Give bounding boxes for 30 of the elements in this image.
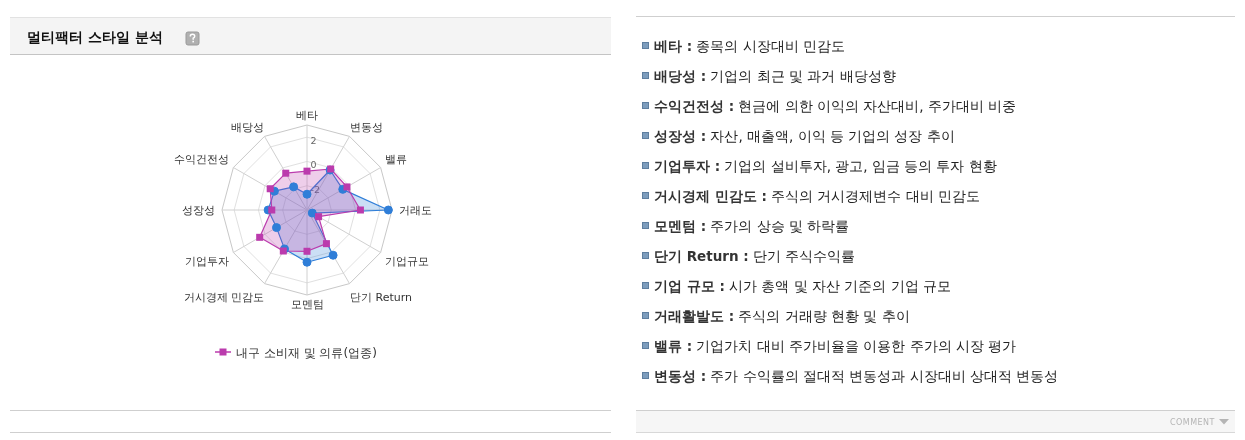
spoke-label: 변동성	[350, 121, 383, 134]
legend-label: 내구 소비재 및 의류(업종)	[236, 345, 377, 360]
spoke-label: 배당성	[231, 121, 264, 134]
spoke-label: 모멘텀	[290, 298, 324, 311]
text: 성장성 : 자산, 매출액, 이익 등 기업의 성장 추이	[654, 128, 955, 144]
text: 배당성 : 기업의 최근 및 과거 배당성향	[654, 68, 896, 84]
y-tick-label: -2	[310, 183, 320, 195]
spoke-label: 밸류	[385, 153, 407, 166]
y-tick-label: 2	[310, 135, 317, 147]
y-tick-label: 0	[310, 159, 317, 171]
spoke-label: 거래도	[399, 204, 432, 217]
text: 밸류 : 기업가치 대비 주가비율을 이용한 주가의 시장 평가	[654, 338, 1017, 354]
spoke-label: 수익건전성	[174, 153, 229, 166]
spoke-label: 거시경제 민감도	[183, 291, 264, 304]
spoke-label: 기업투자	[185, 255, 229, 268]
spoke-label: 성장성	[182, 204, 215, 217]
text: 거시경제 민감도 : 주식의 거시경제변수 대비 민감도	[654, 188, 980, 204]
spoke-label: 기업규모	[385, 255, 429, 268]
text: 수익건전성 : 현금에 의한 이익의 자산대비, 주가대비 비중	[654, 98, 1017, 114]
text: 기업 규모 : 시가 총액 및 자산 기준의 기업 규모	[654, 278, 951, 294]
text: 베타 : 종목의 시장대비 민감도	[654, 38, 845, 54]
text: 모멘텀 : 주가의 상승 및 하락률	[654, 218, 850, 234]
text: 거래활발도 : 주식의 거래량 현황 및 추이	[654, 308, 910, 324]
text: 변동성 : 주가 수익률의 절대적 변동성과 시장대비 상대적 변동성	[654, 368, 1059, 384]
spoke-label: 베타	[296, 109, 318, 122]
text: 단기 Return : 단기 주식수익률	[654, 248, 856, 264]
chart-title: 멀티팩터 스타일 분석	[27, 29, 163, 45]
text: COMMENT	[1169, 418, 1215, 427]
spoke-label: 단기 Return	[350, 291, 413, 304]
text: 기업투자 : 기업의 설비투자, 광고, 임금 등의 투자 현황	[654, 158, 997, 174]
